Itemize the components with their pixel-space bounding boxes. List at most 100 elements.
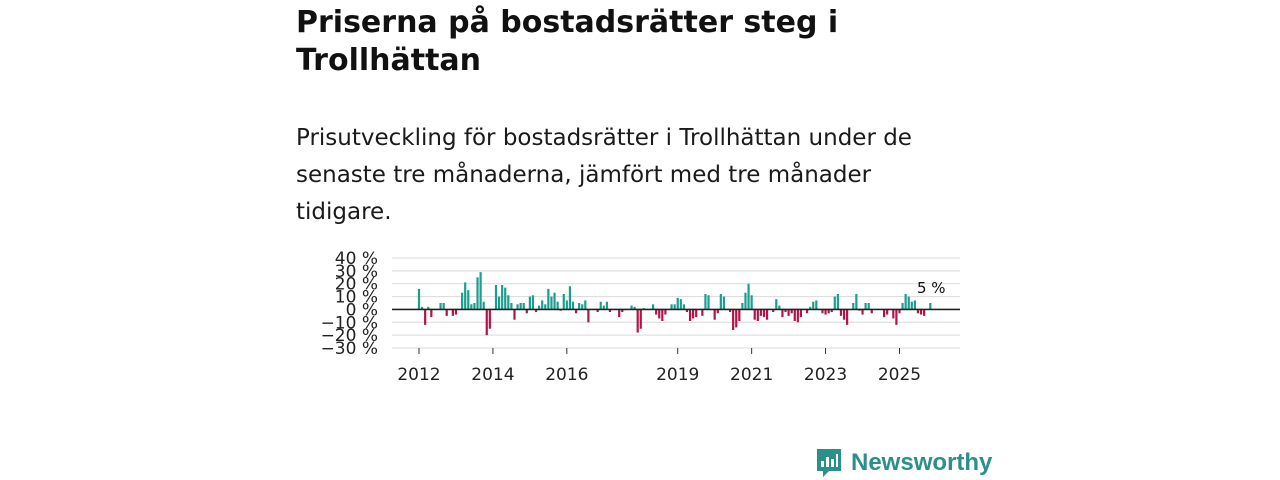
bar bbox=[670, 304, 673, 310]
bar bbox=[815, 300, 818, 310]
y-tick-label: −30 % bbox=[321, 339, 378, 359]
bar bbox=[578, 303, 581, 310]
bar bbox=[618, 309, 621, 318]
bar bbox=[728, 309, 732, 312]
bar bbox=[519, 303, 522, 310]
bar bbox=[688, 309, 692, 321]
bar bbox=[488, 309, 491, 329]
bar bbox=[756, 309, 759, 321]
bar bbox=[550, 296, 553, 310]
bar bbox=[793, 309, 796, 321]
bar bbox=[716, 309, 719, 314]
bar bbox=[454, 309, 458, 315]
bar bbox=[501, 285, 504, 310]
bar bbox=[923, 309, 926, 316]
x-tick-label: 2023 bbox=[804, 365, 847, 385]
bar bbox=[538, 305, 541, 310]
bar bbox=[658, 309, 661, 319]
bar bbox=[855, 294, 858, 310]
bar bbox=[516, 304, 519, 310]
bar bbox=[901, 303, 904, 310]
bar bbox=[741, 303, 744, 310]
bar bbox=[470, 304, 473, 310]
bar bbox=[864, 303, 867, 310]
y-tick-label: 40 % bbox=[335, 249, 378, 269]
bar bbox=[765, 309, 769, 320]
bar bbox=[781, 309, 784, 318]
bar bbox=[630, 305, 633, 310]
bar bbox=[420, 306, 424, 310]
bar bbox=[867, 303, 870, 310]
chart-title: Priserna på bostadsrätter steg i Trollhä… bbox=[296, 5, 839, 78]
bar bbox=[565, 300, 568, 310]
bar bbox=[584, 300, 587, 310]
bar bbox=[787, 309, 790, 316]
bar bbox=[587, 309, 590, 323]
bar bbox=[895, 309, 898, 325]
bar bbox=[479, 272, 482, 310]
bar bbox=[445, 309, 448, 316]
last-value-label: 5 % bbox=[917, 279, 946, 297]
bar bbox=[682, 304, 685, 310]
bar bbox=[553, 292, 556, 310]
bar bbox=[525, 309, 528, 314]
bar bbox=[679, 299, 682, 310]
bar bbox=[790, 309, 793, 314]
bar bbox=[461, 292, 464, 310]
bar bbox=[805, 309, 809, 314]
bar bbox=[473, 303, 476, 310]
bar bbox=[522, 303, 525, 310]
bar bbox=[497, 296, 501, 310]
bar bbox=[467, 290, 470, 310]
bar bbox=[541, 300, 544, 310]
bar bbox=[907, 296, 910, 310]
bar bbox=[913, 300, 916, 310]
bar bbox=[704, 294, 707, 310]
bar bbox=[750, 295, 753, 310]
bar bbox=[602, 305, 605, 310]
bar bbox=[504, 287, 507, 310]
bar bbox=[639, 309, 642, 329]
bar bbox=[605, 301, 608, 310]
brand-logo: Newsworthy bbox=[815, 447, 992, 479]
bar bbox=[547, 288, 550, 310]
bar bbox=[898, 309, 901, 314]
bar bbox=[886, 309, 889, 315]
bar bbox=[846, 309, 849, 325]
bar bbox=[531, 295, 535, 310]
bar bbox=[861, 309, 864, 315]
x-tick-label: 2014 bbox=[471, 365, 514, 385]
bar bbox=[852, 303, 855, 310]
bar bbox=[772, 309, 775, 312]
y-tick-label: 30 % bbox=[335, 262, 378, 282]
bar bbox=[796, 309, 799, 323]
bar bbox=[919, 309, 923, 315]
bar bbox=[676, 297, 679, 310]
bar bbox=[574, 309, 578, 314]
x-tick-label: 2012 bbox=[397, 365, 440, 385]
bar bbox=[722, 296, 726, 310]
y-tick-label: 20 % bbox=[335, 275, 378, 295]
bar-chart: 40 %30 %20 %10 %0 %−10 %−20 %−30 % 2012 20… bbox=[321, 249, 960, 385]
bar bbox=[842, 309, 846, 320]
bar bbox=[534, 309, 538, 312]
bar bbox=[673, 304, 676, 310]
bar bbox=[568, 286, 572, 310]
bar bbox=[695, 309, 698, 318]
bar bbox=[621, 309, 624, 312]
bar bbox=[608, 309, 612, 312]
bar bbox=[482, 301, 485, 310]
bar bbox=[830, 309, 833, 312]
bars bbox=[417, 272, 932, 336]
bar bbox=[599, 301, 602, 310]
bar bbox=[784, 309, 787, 312]
bar bbox=[528, 296, 531, 310]
bar bbox=[836, 294, 839, 310]
bar bbox=[892, 309, 895, 319]
bar bbox=[762, 309, 766, 318]
chart-subtitle: Prisutveckling för bostadsrätter i Troll… bbox=[296, 125, 912, 225]
x-tick-label: 2025 bbox=[878, 365, 921, 385]
bar bbox=[596, 309, 599, 312]
y-tick-label: 0 % bbox=[346, 300, 378, 320]
bar bbox=[510, 303, 513, 310]
